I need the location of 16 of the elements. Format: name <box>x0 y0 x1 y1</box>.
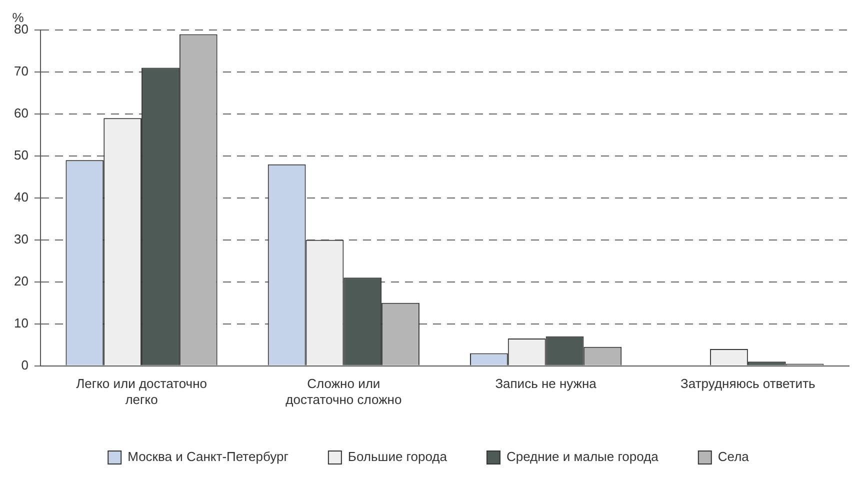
x-tick-label: Затрудняюсь ответить <box>680 376 816 392</box>
y-tick-label: 0 <box>21 357 28 372</box>
y-tick-label: 40 <box>14 189 28 204</box>
y-tick-label: 60 <box>14 106 28 121</box>
legend-label: Москва и Санкт-Петербург <box>128 449 289 464</box>
y-tick-label: 10 <box>14 315 28 330</box>
y-tick-label: 30 <box>14 231 28 246</box>
legend-label: Средние и малые города <box>506 449 660 464</box>
legend-label: Большие города <box>348 449 448 464</box>
legend-label: Села <box>718 449 750 464</box>
x-tick-label: Сложно или достаточно сложно <box>286 376 402 407</box>
y-tick-label: 20 <box>14 273 28 288</box>
y-tick-label: 70 <box>14 64 28 79</box>
x-tick-label: Легко или достаточно легко <box>76 376 207 407</box>
y-tick-label: 50 <box>14 148 28 163</box>
x-tick-label: Запись не нужна <box>495 376 598 392</box>
